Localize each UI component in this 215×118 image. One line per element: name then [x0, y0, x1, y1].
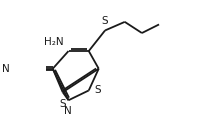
Text: H₂N: H₂N — [44, 37, 64, 47]
Text: S: S — [102, 16, 108, 26]
Text: S: S — [59, 99, 66, 109]
Text: N: N — [64, 106, 72, 116]
Text: N: N — [2, 64, 10, 74]
Text: S: S — [95, 85, 101, 95]
